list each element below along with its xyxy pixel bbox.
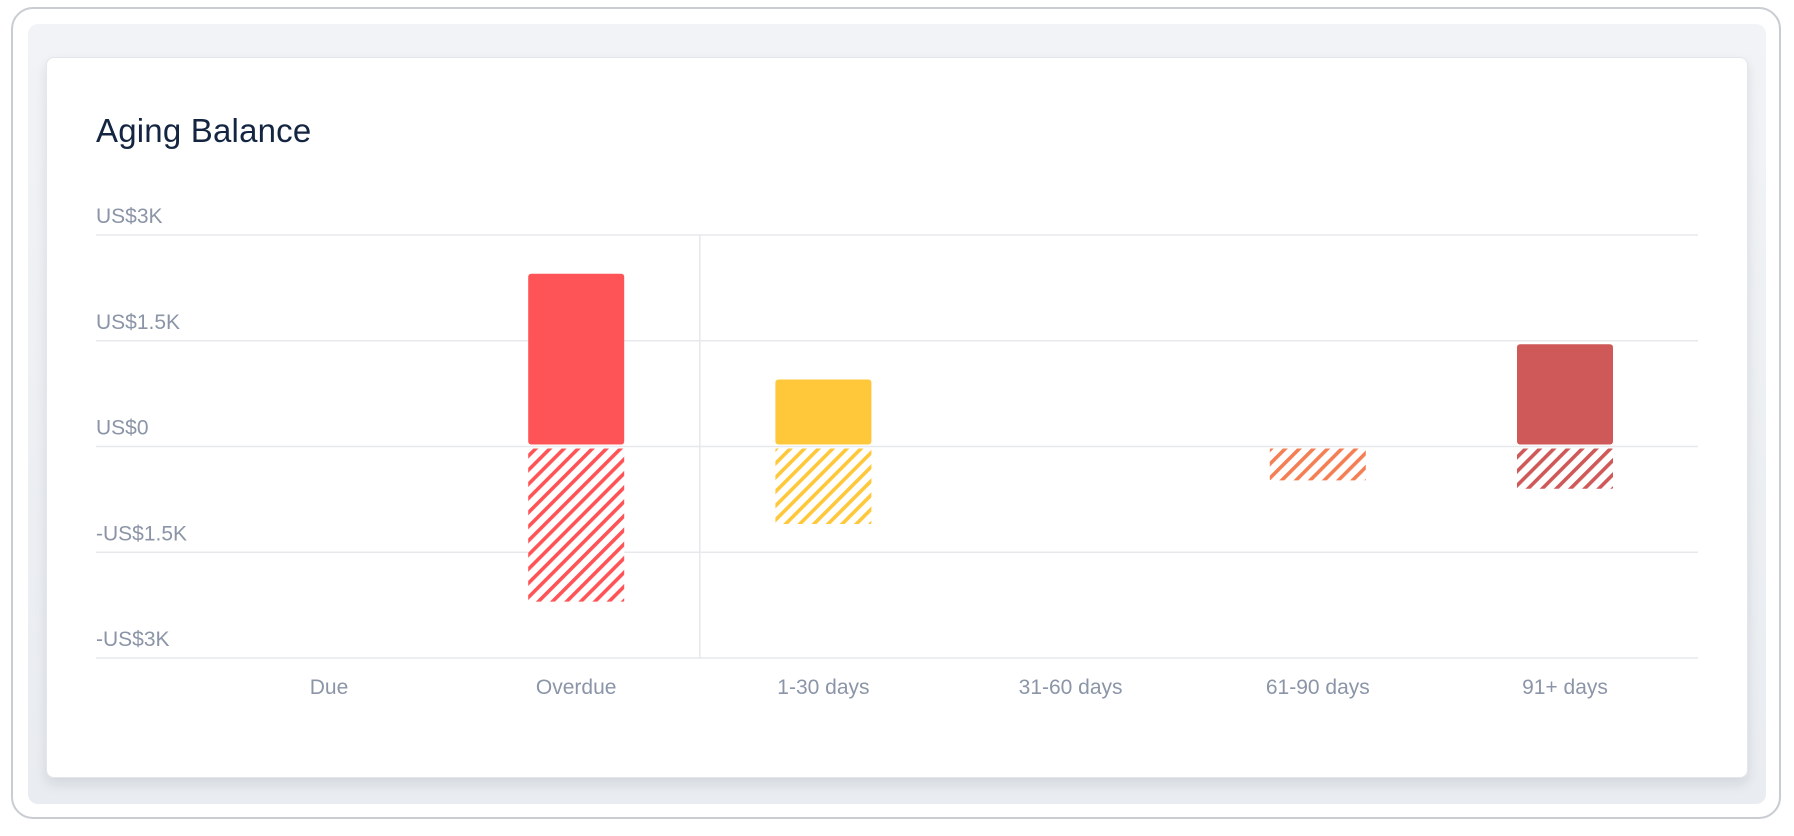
bar-hatched-91-days[interactable] [1517, 448, 1613, 489]
y-tick-label: US$1.5K [96, 311, 180, 334]
gridlines [96, 234, 1698, 659]
x-category-label: 61-90 days [1266, 676, 1370, 699]
bar-solid-overdue[interactable] [528, 273, 625, 445]
bar-solid-1-30-days[interactable] [775, 379, 872, 445]
x-category-label: 31-60 days [1019, 676, 1123, 699]
x-axis-labels: Due Overdue 1-30 days 31-60 days 61-90 days 9… [310, 676, 1608, 699]
x-category-label: Due [310, 676, 349, 699]
x-category-label: 91+ days [1522, 676, 1608, 699]
bar-solid-91-days[interactable] [1517, 344, 1613, 445]
y-tick-label: -US$3K [96, 628, 170, 651]
card-title: Aging Balance [96, 112, 312, 149]
x-category-label: 1-30 days [777, 676, 869, 699]
y-axis-labels: US$3K US$1.5K US$0 -US$1.5K -US$3K [96, 205, 187, 651]
y-tick-label: US$3K [96, 205, 163, 228]
y-tick-label: -US$1.5K [96, 522, 187, 545]
x-category-label: Overdue [536, 676, 617, 699]
bars [528, 273, 1613, 602]
y-tick-label: US$0 [96, 417, 149, 440]
aging-balance-chart: US$3K US$1.5K US$0 -US$1.5K -US$3K Due Overdu… [96, 205, 1698, 699]
aging-balance-card: Aging Balance US$3K US$1.5K US$0 -US$1.5K -U… [46, 57, 1748, 778]
bar-hatched-61-90-days[interactable] [1269, 448, 1366, 481]
bar-hatched-overdue[interactable] [528, 448, 625, 602]
bar-hatched-1-30-days[interactable] [775, 448, 872, 525]
